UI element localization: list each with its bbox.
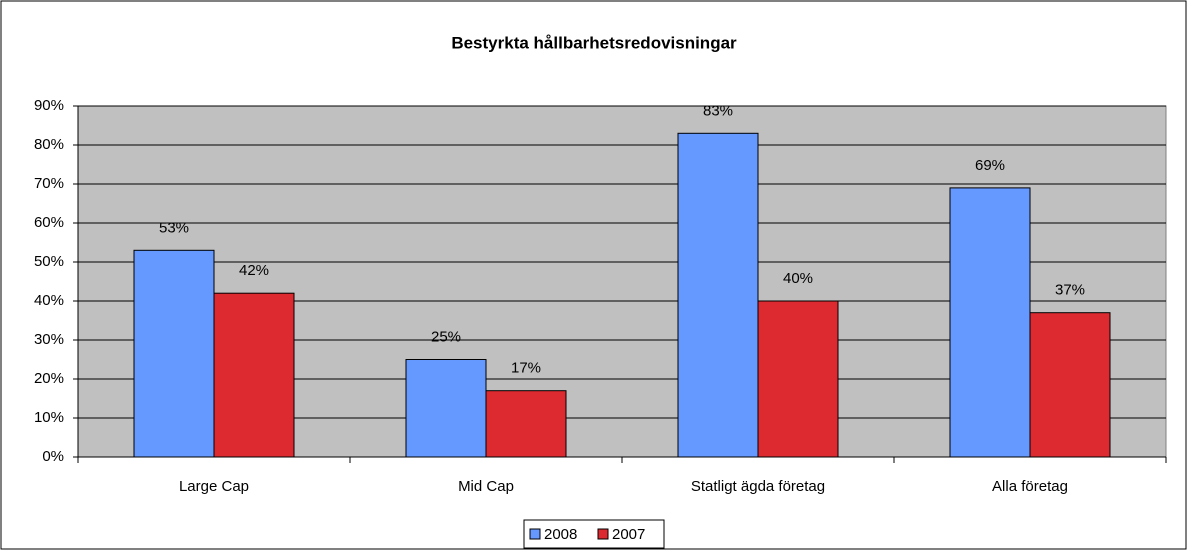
legend-swatch (529, 528, 541, 540)
y-tick-label: 40% (34, 292, 64, 309)
value-label: 37% (1055, 282, 1085, 299)
x-tick-label: Mid Cap (458, 478, 514, 495)
y-tick-label: 90% (34, 97, 64, 114)
y-tick-label: 80% (34, 136, 64, 153)
legend-box (523, 519, 665, 549)
bar (1029, 312, 1111, 458)
legend-label: 2007 (612, 526, 645, 543)
y-tick-label: 10% (34, 409, 64, 426)
value-label: 83% (703, 102, 733, 119)
legend-label: 2008 (544, 526, 577, 543)
value-label: 69% (975, 157, 1005, 174)
value-label: 40% (783, 270, 813, 287)
bar (485, 390, 567, 458)
y-tick-label: 60% (34, 214, 64, 231)
chart-title: Bestyrkta hållbarhetsredovisningar (451, 33, 737, 52)
y-tick-label: 30% (34, 331, 64, 348)
y-tick-label: 70% (34, 175, 64, 192)
legend-swatch (597, 528, 609, 540)
x-tick-label: Statligt ägda företag (691, 478, 825, 495)
x-tick-label: Alla företag (992, 478, 1068, 495)
y-tick-label: 50% (34, 253, 64, 270)
bar (405, 359, 487, 458)
x-tick-label: Large Cap (179, 478, 249, 495)
y-tick-label: 20% (34, 370, 64, 387)
value-label: 53% (159, 219, 189, 236)
value-label: 25% (431, 328, 461, 345)
value-label: 17% (511, 360, 541, 377)
bar (133, 249, 215, 458)
value-label: 42% (239, 262, 269, 279)
bar (757, 300, 839, 458)
bar (949, 187, 1031, 458)
y-tick-label: 0% (42, 448, 64, 465)
bar (213, 292, 295, 458)
bar (677, 132, 759, 458)
